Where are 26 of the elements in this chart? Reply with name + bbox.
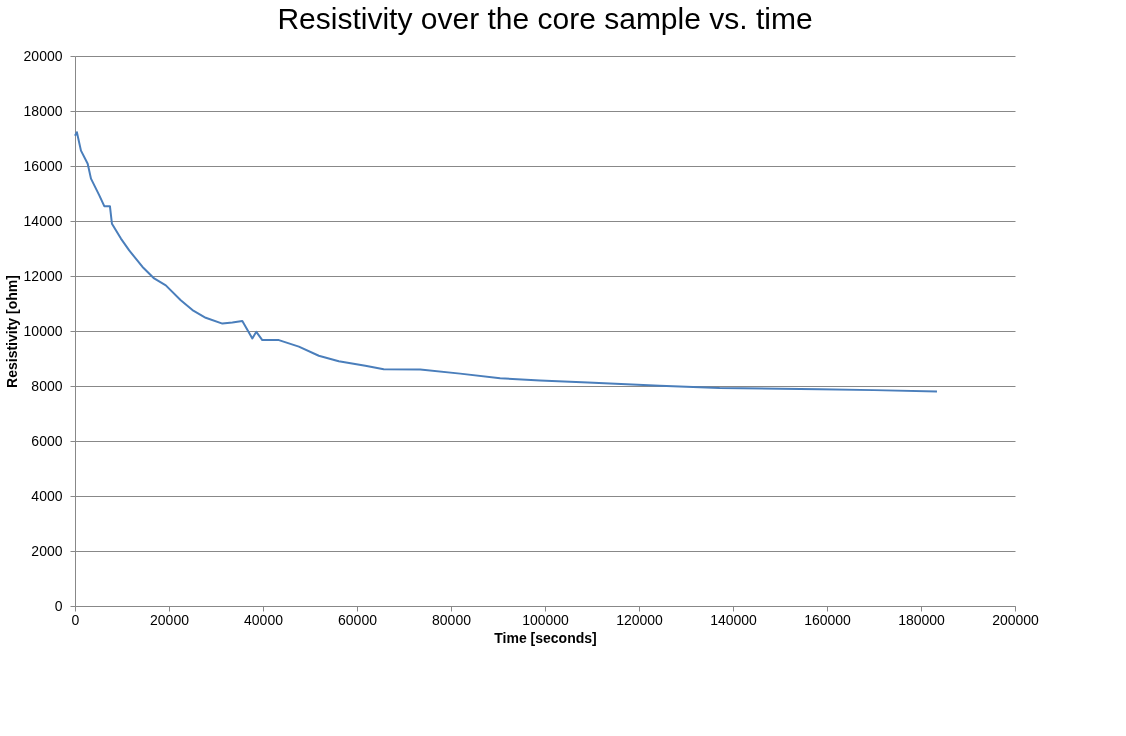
y-tick-label: 6000 xyxy=(31,432,63,449)
x-tick-label: 20000 xyxy=(150,611,190,628)
y-tick-label: 14000 xyxy=(23,212,63,229)
y-tick-label: 8000 xyxy=(31,377,63,394)
x-tick-label: 40000 xyxy=(244,611,284,628)
y-axis-title: Resistivity [ohm] xyxy=(3,275,20,388)
x-tick-label: 140000 xyxy=(710,611,758,628)
x-axis-title: Time [seconds] xyxy=(494,629,597,646)
y-tick-label: 4000 xyxy=(31,487,63,504)
chart-title: Resistivity over the core sample vs. time xyxy=(277,2,813,35)
line-series xyxy=(74,131,938,393)
y-tick-label: 10000 xyxy=(23,322,63,339)
y-tick-label: 18000 xyxy=(23,102,63,119)
y-tick-label: 2000 xyxy=(31,542,63,559)
x-tick-label: 160000 xyxy=(804,611,852,628)
x-tick-label: 200000 xyxy=(992,611,1040,628)
x-tick-label: 100000 xyxy=(522,611,570,628)
x-tick-label: 0 xyxy=(71,611,80,628)
y-tick-label: 0 xyxy=(54,597,63,614)
y-tick-label: 12000 xyxy=(23,267,63,284)
x-tick-label: 180000 xyxy=(898,611,946,628)
x-tick-label: 60000 xyxy=(338,611,378,628)
y-tick-label: 20000 xyxy=(23,47,63,64)
x-tick-label: 80000 xyxy=(432,611,472,628)
y-tick-label: 16000 xyxy=(23,157,63,174)
x-tick-label: 120000 xyxy=(616,611,664,628)
